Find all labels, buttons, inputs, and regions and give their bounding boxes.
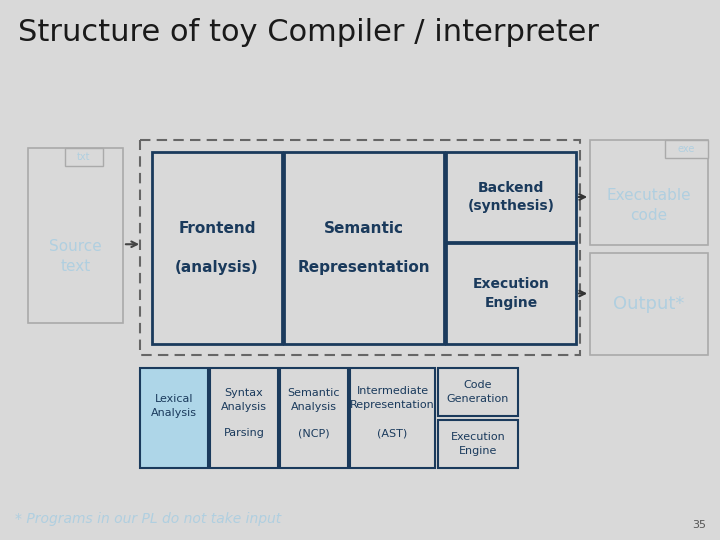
- Text: Code
Generation: Code Generation: [447, 380, 509, 403]
- Text: txt: txt: [77, 152, 91, 162]
- Text: Frontend

(analysis): Frontend (analysis): [175, 221, 258, 275]
- Bar: [280, 368, 348, 468]
- Bar: [438, 420, 518, 468]
- Text: Executable
code: Executable code: [607, 188, 691, 222]
- Text: Semantic
Analysis: Semantic Analysis: [288, 388, 341, 411]
- Bar: [350, 368, 435, 468]
- Text: Backend
(synthesis): Backend (synthesis): [467, 181, 554, 213]
- Text: Intermediate
Representation: Intermediate Representation: [350, 387, 435, 410]
- Bar: [65, 148, 103, 166]
- Text: exe: exe: [678, 144, 696, 154]
- Bar: [28, 148, 123, 323]
- Bar: [140, 140, 580, 355]
- Text: Execution
Engine: Execution Engine: [472, 278, 549, 310]
- Text: Source
text: Source text: [49, 239, 102, 274]
- Bar: [438, 368, 518, 416]
- Text: * Programs in our PL do not take input: * Programs in our PL do not take input: [15, 512, 282, 526]
- Text: Execution
Engine: Execution Engine: [451, 433, 505, 456]
- Bar: [284, 152, 444, 344]
- Text: 35: 35: [692, 520, 706, 530]
- Bar: [446, 152, 576, 242]
- Text: Lexical
Analysis: Lexical Analysis: [151, 394, 197, 417]
- Bar: [590, 253, 708, 355]
- Bar: [210, 368, 278, 468]
- Text: Output*: Output*: [613, 295, 685, 313]
- Text: Semantic

Representation: Semantic Representation: [297, 221, 431, 275]
- Bar: [140, 368, 208, 468]
- Text: Parsing: Parsing: [224, 428, 264, 438]
- Bar: [152, 152, 282, 344]
- Bar: [446, 243, 576, 344]
- Text: (AST): (AST): [377, 428, 408, 438]
- Text: Structure of toy Compiler / interpreter: Structure of toy Compiler / interpreter: [18, 18, 599, 47]
- Text: (NCP): (NCP): [298, 428, 330, 438]
- Bar: [590, 140, 708, 245]
- Bar: [665, 140, 708, 158]
- Text: Syntax
Analysis: Syntax Analysis: [221, 388, 267, 411]
